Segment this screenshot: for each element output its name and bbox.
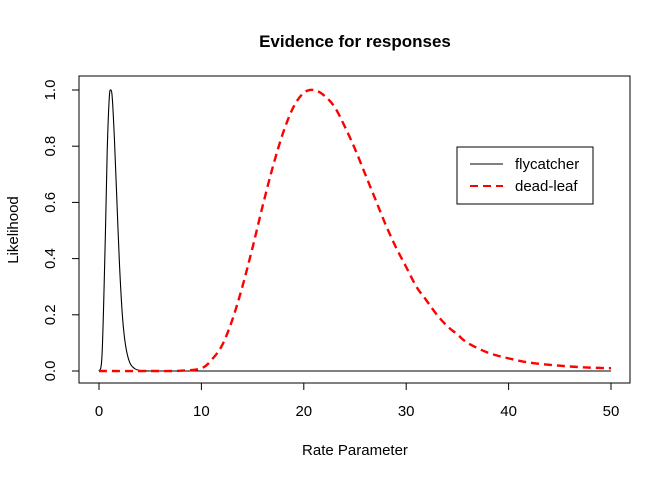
legend: flycatcher dead-leaf	[456, 146, 594, 205]
legend-label-flycatcher: flycatcher	[515, 156, 579, 173]
x-tick-label: 20	[295, 403, 312, 420]
x-axis-label: Rate Parameter	[302, 442, 408, 459]
y-tick-label: 1.0	[42, 80, 59, 101]
chart-title: Evidence for responses	[259, 32, 451, 51]
x-tick-label: 10	[193, 403, 210, 420]
legend-label-dead-leaf: dead-leaf	[515, 178, 578, 195]
x-tick-label: 0	[95, 403, 103, 420]
series-line-dead-leaf	[98, 88, 612, 373]
legend-box	[456, 146, 594, 205]
x-tick-label: 50	[603, 403, 620, 420]
y-tick-label: 0.8	[42, 136, 59, 157]
series-line-flycatcher	[98, 89, 611, 372]
y-axis: 0.0 0.2 0.4 0.6 0.8 1.0	[42, 80, 80, 382]
x-tick-label: 30	[398, 403, 415, 420]
x-tick-label: 40	[500, 403, 517, 420]
y-axis-label: Likelihood	[5, 196, 22, 264]
y-tick-label: 0.0	[42, 361, 59, 382]
x-axis: 0 10 20 30 40 50	[95, 382, 620, 420]
y-tick-label: 0.2	[42, 304, 59, 325]
y-tick-label: 0.6	[42, 192, 59, 213]
y-tick-label: 0.4	[42, 248, 59, 269]
series-layer	[98, 88, 612, 373]
plot-area-box	[78, 75, 631, 384]
